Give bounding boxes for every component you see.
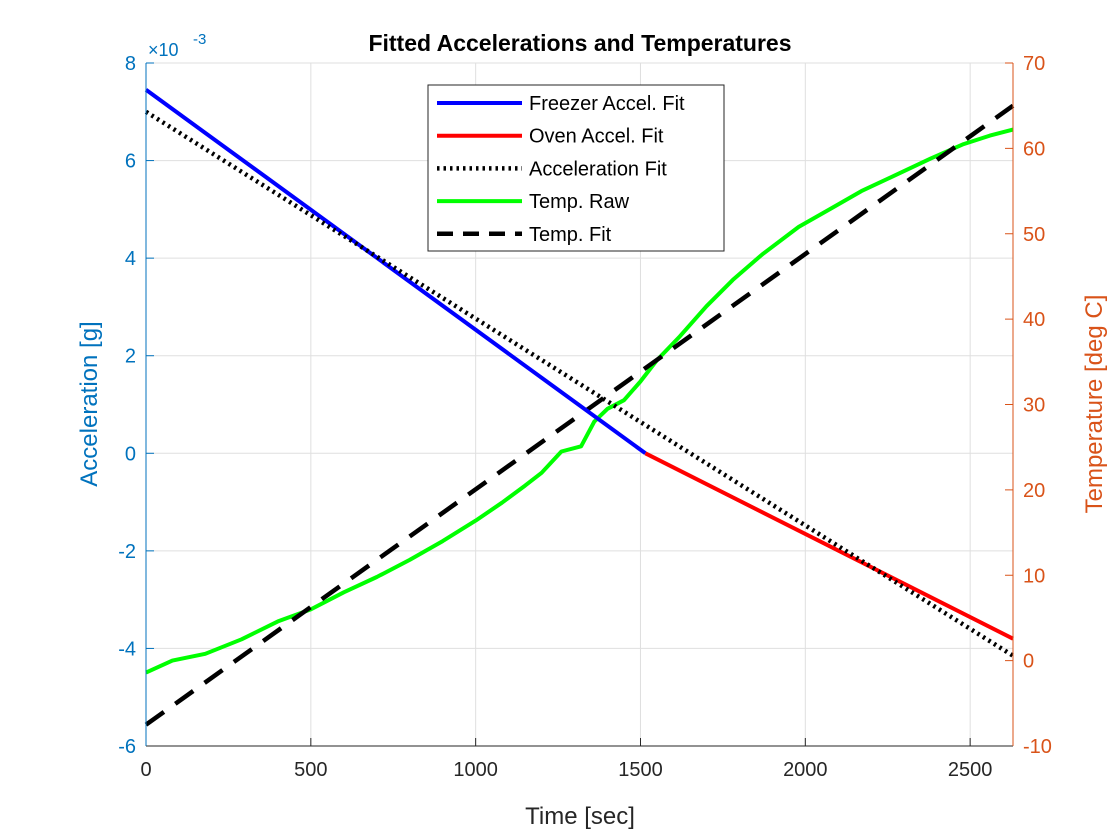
right-tick-label: 50 (1023, 224, 1045, 246)
legend-label: Acceleration Fit (529, 158, 667, 180)
left-tick-label: -2 (118, 541, 136, 563)
y-axis-right-label: Temperature [deg C] (1081, 295, 1108, 514)
left-axis-multiplier: ×10 (148, 40, 179, 60)
x-tick-label: 500 (294, 759, 327, 781)
left-tick-label: 6 (125, 151, 136, 173)
left-tick-label: -4 (118, 638, 136, 660)
right-tick-label: 20 (1023, 480, 1045, 502)
right-tick-label: 10 (1023, 565, 1045, 587)
right-tick-label: 0 (1023, 651, 1034, 673)
x-tick-label: 1000 (453, 759, 498, 781)
chart-title: Fitted Accelerations and Temperatures (368, 30, 791, 56)
left-tick-label: 2 (125, 346, 136, 368)
axes-layer: 0 500 1000 1500 2000 2500 -6 -4 -2 0 2 4 6 8 -10 0 10 20 3… (118, 53, 1052, 781)
legend-label: Oven Accel. Fit (529, 126, 664, 148)
x-tick-label: 1500 (618, 759, 663, 781)
right-tick-label: 60 (1023, 138, 1045, 160)
left-axis-exponent: -3 (193, 31, 206, 48)
left-tick-label: -6 (118, 736, 136, 758)
left-tick-label: 0 (125, 443, 136, 465)
right-tick-label: -10 (1023, 736, 1052, 758)
right-tick-label: 70 (1023, 53, 1045, 75)
x-tick-label: 2000 (783, 759, 828, 781)
temp-raw-line (145, 127, 1014, 675)
left-tick-label: 4 (125, 248, 136, 270)
oven-accel-fit-line (644, 451, 1014, 641)
right-tick-label: 30 (1023, 395, 1045, 417)
right-tick-label: 40 (1023, 309, 1045, 331)
x-tick-label: 2500 (948, 759, 993, 781)
x-tick-label: 0 (140, 759, 151, 781)
freezer-accel-fit-line (144, 88, 647, 455)
legend-label: Temp. Raw (529, 191, 630, 213)
x-axis-label: Time [sec] (525, 803, 635, 830)
legend: Freezer Accel. Fit Oven Accel. Fit Acceler… (427, 84, 725, 252)
legend-label: Freezer Accel. Fit (529, 93, 685, 115)
acceleration-fit-line (144, 109, 1015, 658)
y-axis-left-label: Acceleration [g] (76, 321, 103, 486)
left-tick-label: 8 (125, 53, 136, 75)
legend-label: Temp. Fit (529, 224, 612, 246)
series-layer (144, 88, 1015, 727)
